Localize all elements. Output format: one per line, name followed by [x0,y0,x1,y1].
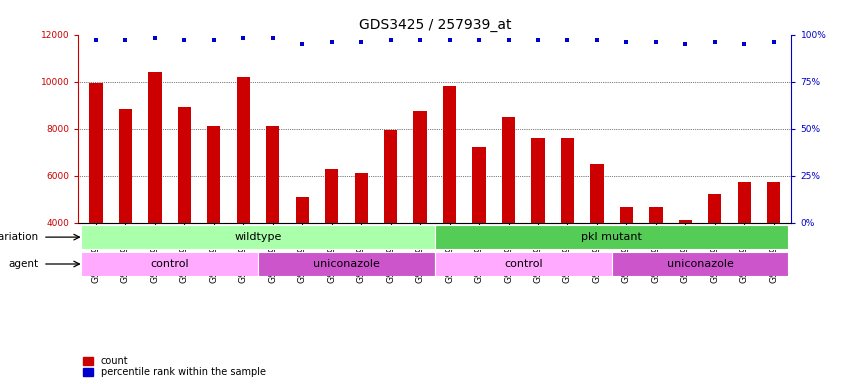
Bar [295,197,309,223]
Text: control: control [504,259,543,269]
Bar [435,252,612,276]
Bar [119,109,132,223]
Bar [207,126,220,223]
Point [620,39,633,45]
Bar [708,195,722,223]
Point [561,37,574,43]
Point [708,39,722,45]
Bar [258,252,435,276]
Bar [531,138,545,223]
Bar [414,111,426,223]
Point [148,35,162,41]
Bar [679,220,692,223]
Bar [591,164,603,223]
Point [295,41,309,47]
Bar [561,138,574,223]
Bar [355,173,368,223]
Point [767,39,780,45]
Text: uniconazole: uniconazole [313,259,380,269]
Bar [266,126,279,223]
Point [237,35,250,41]
Legend: count, percentile rank within the sample: count, percentile rank within the sample [83,356,266,377]
Bar [620,207,633,223]
Bar [81,252,258,276]
Bar [81,225,435,249]
Point [266,35,280,41]
Point [502,37,516,43]
Point [325,39,339,45]
Point [89,37,103,43]
Title: GDS3425 / 257939_at: GDS3425 / 257939_at [358,18,511,32]
Point [531,37,545,43]
Bar [384,130,397,223]
Bar [89,83,103,223]
Point [178,37,191,43]
Bar [472,147,486,223]
Text: uniconazole: uniconazole [666,259,734,269]
Point [384,37,397,43]
Point [678,41,692,47]
Bar [738,182,751,223]
Bar [443,86,456,223]
Point [118,37,132,43]
Bar [649,207,663,223]
Bar [237,77,250,223]
Point [207,37,220,43]
Text: genotype/variation: genotype/variation [0,232,38,242]
Text: wildtype: wildtype [234,232,282,242]
Point [590,37,603,43]
Bar [178,108,191,223]
Text: pkl mutant: pkl mutant [581,232,643,242]
Point [649,39,663,45]
Point [443,37,456,43]
Bar [325,169,339,223]
Bar [767,182,780,223]
Point [354,39,368,45]
Bar [502,117,515,223]
Text: agent: agent [9,259,38,269]
Text: control: control [151,259,189,269]
Bar [435,225,789,249]
Bar [612,252,789,276]
Bar [148,72,162,223]
Point [414,37,427,43]
Point [472,37,486,43]
Point [738,41,751,47]
